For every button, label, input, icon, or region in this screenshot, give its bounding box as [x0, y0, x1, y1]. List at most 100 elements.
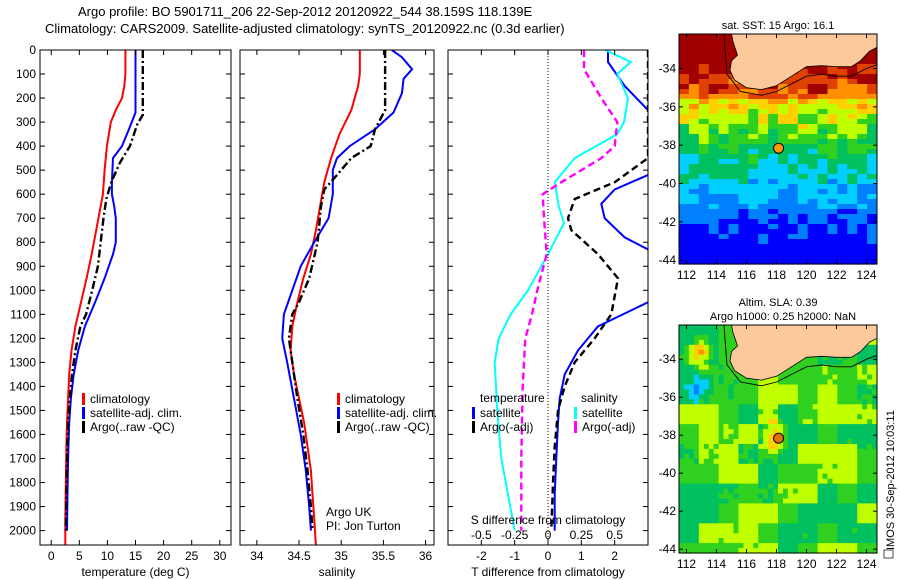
- annotation-line: PI: Jon Turton: [326, 519, 401, 533]
- y-tick-label: -38: [659, 138, 677, 152]
- legend-label: satellite-adj. clim.: [345, 406, 437, 420]
- y-tick-label: -44: [659, 542, 677, 556]
- x-tick-label: 120: [796, 268, 816, 282]
- x-tick-label: 35.5: [372, 549, 396, 563]
- x-tick-label: 25: [185, 549, 199, 563]
- y-tick-label: 900: [16, 259, 36, 273]
- y-tick-label: 1200: [9, 331, 36, 345]
- legend-swatch: [574, 421, 577, 433]
- y-tick-label: 300: [16, 115, 36, 129]
- legend-label: Argo(-adj): [480, 420, 533, 434]
- y-tick-label: 600: [16, 187, 36, 201]
- x-tick-label: 35: [335, 549, 349, 563]
- legend-label: satellite: [582, 406, 623, 420]
- x-tick-label: 0: [545, 549, 552, 563]
- x-tick-label: 118: [767, 268, 786, 282]
- salinity-plot: 34 34.5 35 35.5 36 salinity climatologysatelli…: [239, 49, 437, 579]
- x-tick-label: 20: [157, 549, 171, 563]
- series-line-climatology: [64, 50, 127, 545]
- title-line-1: Argo profile: BO 5901711_206 22-Sep-2012…: [78, 4, 532, 19]
- sla-map: 112 114 116 118 120 122 124 -34 -36 -38 -40 -42 -44 A…: [659, 297, 878, 571]
- x-tick-label: 116: [737, 268, 756, 282]
- x-tick-label: 122: [826, 268, 846, 282]
- argo-float-marker: [773, 432, 785, 444]
- legend-swatch: [82, 407, 85, 419]
- x-tick-label: 124: [856, 557, 876, 571]
- x-tick-label: 36: [419, 549, 433, 563]
- x-tick-label: 114: [707, 557, 726, 571]
- title-line-2: Climatology: CARS2009. Satellite-adjuste…: [45, 21, 565, 36]
- series-line-salinity-satellite: [493, 50, 633, 531]
- land-polygon: [729, 33, 878, 91]
- x-tick-label: 112: [677, 268, 696, 282]
- series-line-temperature-argo-adj-: [550, 50, 648, 531]
- x2-tick-label: 0: [545, 528, 552, 542]
- legend-swatch: [472, 407, 475, 419]
- x-tick-label: 118: [767, 557, 786, 571]
- y-tick-label: 1800: [9, 476, 36, 490]
- map-subtitle: Argo h1000: 0.25 h2000: NaN: [710, 311, 856, 323]
- legend-title: salinity: [581, 391, 618, 405]
- x-tick-label: 0: [48, 549, 55, 563]
- x2-tick-label: -0.5: [471, 528, 492, 542]
- y-tick-label: -42: [659, 504, 677, 518]
- y-tick-label: 400: [16, 139, 36, 153]
- y-tick-label: 1600: [9, 427, 36, 441]
- isobath-line: [723, 324, 878, 387]
- legend-swatch: [337, 421, 340, 433]
- map-title: sat. SST: 15 Argo: 16.1: [722, 20, 835, 32]
- series-line-satellite-adj-clim-: [66, 50, 137, 531]
- y-tick-label: 200: [16, 91, 36, 105]
- map-title: Altim. SLA: 0.39: [739, 297, 818, 309]
- y-tick-label: 1700: [9, 451, 36, 465]
- y-tick-label: 1900: [9, 500, 36, 514]
- legend-label: satellite: [480, 406, 521, 420]
- x-tick-label: 2: [611, 549, 618, 563]
- y-tick-label: -40: [659, 177, 677, 191]
- y-tick-label: 1100: [10, 307, 36, 321]
- sst-map: 112 114 116 118 120 122 124 -34 -36 -38 -40 -42 -44 s…: [659, 20, 878, 282]
- series-line-argo-raw-qc-: [64, 50, 145, 531]
- y-tick-label: -34: [659, 352, 677, 366]
- y-tick-label: 800: [16, 235, 36, 249]
- x2-tick-label: -0.25: [501, 528, 529, 542]
- y-tick-label: -34: [659, 62, 677, 76]
- legend-swatch: [337, 393, 340, 405]
- y-tick-label: 700: [16, 211, 36, 225]
- imos-credit: IMOS 30-Sep-2012 10:03:11: [885, 410, 897, 550]
- x-axis-label: temperature (deg C): [81, 565, 189, 579]
- y-tick-label: -42: [659, 215, 677, 229]
- x-tick-label: 124: [856, 268, 876, 282]
- legend-label: climatology: [345, 392, 405, 406]
- y-tick-label: 500: [16, 163, 36, 177]
- series-line-climatology: [289, 50, 361, 545]
- map-frame: [678, 33, 878, 265]
- x2-tick-label: 0.5: [606, 528, 623, 542]
- legend-swatch: [574, 407, 577, 419]
- legend-title: temperature: [480, 391, 545, 405]
- y-tick-label: 1300: [9, 355, 36, 369]
- x-tick-label: 30: [213, 549, 227, 563]
- x-tick-label: 10: [101, 549, 115, 563]
- plot-frame: [239, 49, 435, 546]
- y-tick-label: -36: [659, 390, 677, 404]
- legend-label: Argo(..raw -QC): [90, 420, 175, 434]
- y-tick-label: -36: [659, 100, 677, 114]
- annotation-line: Argo UK: [326, 505, 371, 519]
- temperature-plot: 0 5 10 15 20 25 30 temperature (deg C) 0 100 200 30…: [9, 43, 232, 579]
- x-axis-label: T difference from climatology: [471, 565, 625, 579]
- x-tick-label: 1: [578, 549, 585, 563]
- legend-swatch: [472, 421, 475, 433]
- y-tick-label: -38: [659, 428, 677, 442]
- y-tick-label: 2000: [9, 524, 36, 538]
- x-tick-label: 122: [826, 557, 846, 571]
- x-tick-label: 15: [129, 549, 143, 563]
- x2-axis-label: S difference from climatology: [471, 513, 626, 527]
- x-tick-label: 116: [737, 557, 756, 571]
- legend-swatch: [82, 393, 85, 405]
- difference-plot: -2 -1 0 1 2 T difference from climatology -0.5…: [447, 49, 649, 579]
- x-tick-label: 5: [76, 549, 83, 563]
- y-tick-label: 0: [29, 43, 36, 57]
- legend-swatch: [82, 421, 85, 433]
